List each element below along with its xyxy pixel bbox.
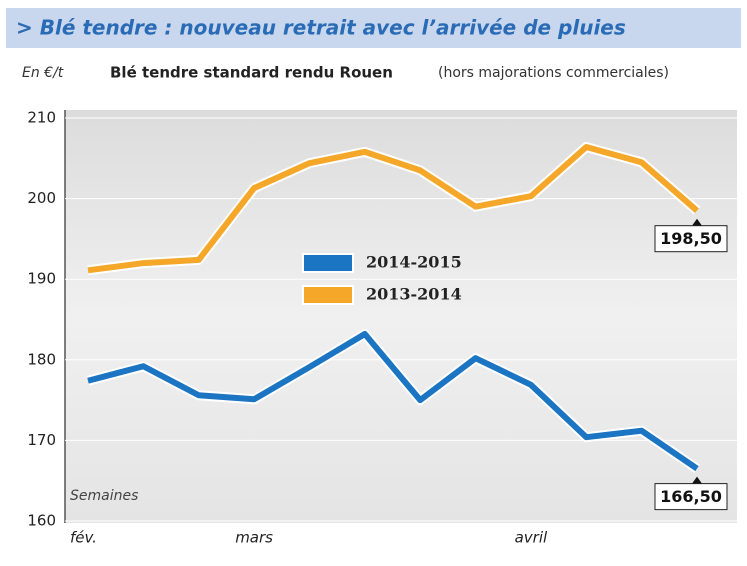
y-tick-label: 200 <box>27 189 56 207</box>
legend-label: 2013-2014 <box>366 285 462 304</box>
header-band <box>6 8 741 48</box>
legend-label: 2014-2015 <box>366 253 462 272</box>
y-axis-unit: En €/t <box>22 65 64 81</box>
y-tick-label: 170 <box>27 431 56 449</box>
y-tick-label: 190 <box>27 270 56 288</box>
y-tick-label: 160 <box>27 512 56 530</box>
x-axis-label: Semaines <box>70 488 138 504</box>
value-label-box <box>654 483 728 511</box>
y-tick-label: 210 <box>27 109 56 127</box>
x-tick-label: avril <box>515 529 548 547</box>
legend-swatch <box>302 253 354 273</box>
plot-area <box>65 110 737 523</box>
x-tick-label: fév. <box>70 529 97 547</box>
label-pointer <box>692 218 702 226</box>
legend-swatch <box>302 285 354 305</box>
value-label-box <box>654 225 728 253</box>
x-tick-label: mars <box>235 529 273 547</box>
chart-subtitle-note: (hors majorations commerciales) <box>438 65 669 81</box>
label-pointer <box>692 476 702 484</box>
chart-title: > Blé tendre : nouveau retrait avec l’ar… <box>16 16 626 40</box>
y-tick-label: 180 <box>27 350 56 368</box>
series-line <box>87 331 699 472</box>
value-label: 166,50 <box>660 487 722 506</box>
series-line <box>87 144 699 274</box>
value-label: 198,50 <box>660 229 722 248</box>
chart-subtitle: Blé tendre standard rendu Rouen <box>110 64 393 82</box>
